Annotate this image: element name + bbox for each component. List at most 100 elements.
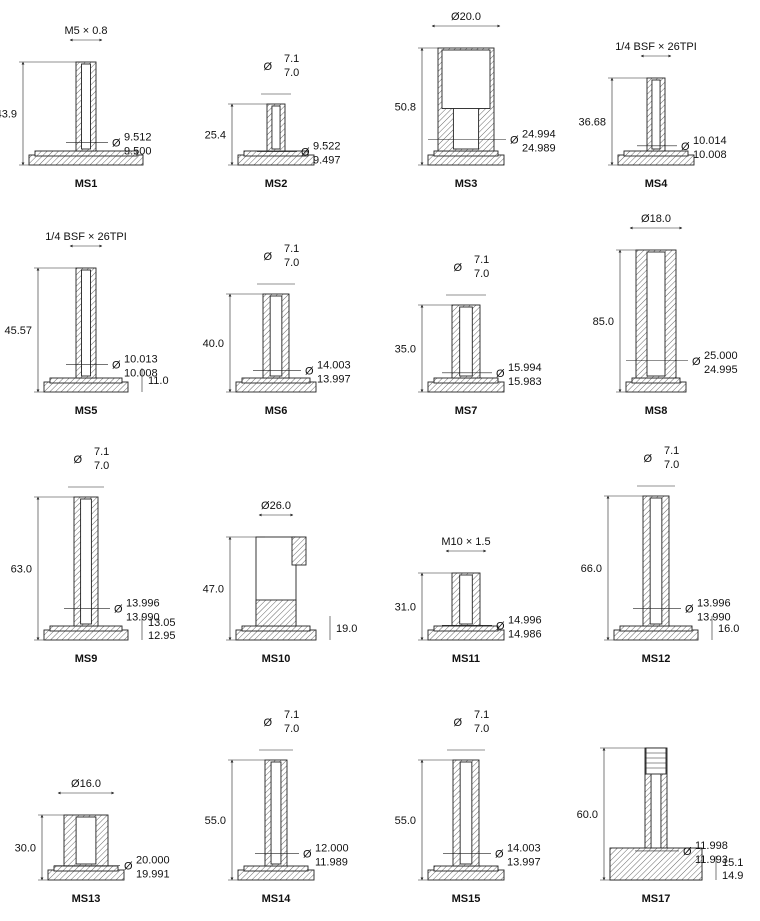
diameter-lower: 9.500 — [124, 145, 152, 157]
diameter-symbol: Ø — [112, 360, 121, 372]
diameter-upper: 10.013 — [124, 354, 158, 366]
base-upper: 13.05 — [148, 617, 176, 629]
diameter-upper: 9.512 — [124, 131, 152, 143]
part-ms11: 31.0 M10 × 1.5 Ø 14.996 14.986 MS11 — [395, 536, 542, 665]
top-value-upper: 7.1 — [284, 53, 299, 65]
key-block — [291, 536, 307, 566]
part-label: MS2 — [265, 178, 288, 190]
diameter-symbol: Ø — [453, 717, 462, 729]
part-ms13: 30.0 Ø16.0 Ø 20.000 19.991 MS13 — [15, 778, 170, 905]
part-ms8: 85.0 Ø18.0 Ø 25.000 24.995 MS8 — [593, 213, 738, 417]
part-label: MS4 — [645, 178, 669, 190]
top-value-upper: 7.1 — [664, 445, 679, 457]
flange — [235, 629, 317, 641]
bore — [271, 105, 281, 150]
diameter-symbol: Ø — [73, 454, 82, 466]
top-value-upper: 7.1 — [94, 446, 109, 458]
flange-step — [631, 377, 681, 384]
flange-step — [433, 865, 499, 872]
top-value-lower: 7.0 — [284, 67, 299, 79]
part-label: MS6 — [265, 405, 288, 417]
diameter-symbol: Ø — [692, 356, 701, 368]
top-value-upper: 7.1 — [474, 709, 489, 721]
diameter-lower: 13.990 — [126, 612, 160, 624]
diameter-symbol: Ø — [303, 849, 312, 861]
diameter-symbol: Ø — [496, 620, 505, 632]
diameter-lower: 24.989 — [522, 142, 556, 154]
base-value: 19.0 — [336, 623, 357, 635]
diameter-symbol: Ø — [643, 453, 652, 465]
diameter-upper: 14.996 — [508, 614, 542, 626]
top-value-lower: 7.0 — [664, 459, 679, 471]
diameter-lower: 13.997 — [507, 857, 541, 869]
flange-step — [433, 625, 499, 632]
height-value: 43.9 — [0, 109, 17, 121]
bore — [269, 295, 283, 377]
top-value-lower: 7.0 — [474, 723, 489, 735]
height-value: 60.0 — [577, 809, 598, 821]
diameter-upper: 24.994 — [522, 128, 556, 140]
diameter-symbol: Ø — [305, 365, 314, 377]
part-label: MS5 — [75, 405, 98, 417]
flange-step — [241, 625, 311, 632]
diameter-symbol: Ø — [453, 262, 462, 274]
diameter-upper: 25.000 — [704, 350, 738, 362]
top-value-upper: 7.1 — [474, 254, 489, 266]
diameter-symbol: Ø — [263, 61, 272, 73]
flange — [237, 869, 315, 881]
part-label: MS8 — [645, 405, 668, 417]
diameter-symbol: Ø — [263, 717, 272, 729]
top-value: M10 × 1.5 — [441, 536, 490, 548]
diameter-symbol: Ø — [263, 251, 272, 263]
diameter-upper: 20.000 — [136, 855, 170, 867]
top-value-lower: 7.0 — [284, 257, 299, 269]
diameter-lower: 13.990 — [697, 611, 731, 623]
flange — [427, 629, 505, 641]
base-value: 16.0 — [718, 623, 739, 635]
part-ms4: 36.68 1/4 BSF × 26TPI Ø 10.014 10.008 MS4 — [578, 41, 726, 190]
top-value-upper: 7.1 — [284, 243, 299, 255]
bore — [459, 306, 473, 377]
height-value: 55.0 — [205, 815, 226, 827]
diameter-lower: 24.995 — [704, 364, 738, 376]
part-label: MS14 — [262, 893, 292, 905]
hub — [255, 599, 297, 627]
diameter-symbol: Ø — [683, 846, 692, 858]
diameter-upper: 12.000 — [315, 843, 349, 855]
height-value: 25.4 — [205, 130, 226, 142]
diameter-symbol: Ø — [124, 861, 133, 873]
flange — [427, 869, 505, 881]
flange — [625, 381, 687, 393]
base-value: 11.0 — [148, 375, 169, 387]
bore — [81, 269, 91, 377]
part-label: MS10 — [262, 653, 291, 665]
diameter-upper: 9.522 — [313, 141, 341, 153]
flange-step — [623, 150, 689, 157]
top-value: Ø16.0 — [71, 778, 101, 790]
top-value: M5 × 0.8 — [64, 25, 107, 37]
diameter-upper: 13.996 — [697, 597, 731, 609]
flange-step — [53, 865, 119, 872]
diameter-upper: 14.003 — [317, 359, 351, 371]
diameter-symbol: Ø — [510, 134, 519, 146]
top-value: Ø18.0 — [641, 213, 671, 225]
part-label: MS13 — [72, 893, 101, 905]
flange — [47, 869, 125, 881]
diameter-upper: 15.994 — [508, 362, 542, 374]
diameter-upper: 11.998 — [695, 840, 728, 852]
flange-step — [241, 377, 311, 384]
top-value: 1/4 BSF × 26TPI — [45, 231, 127, 243]
cup-cavity — [441, 49, 491, 109]
part-label: MS7 — [455, 405, 478, 417]
part-label: MS1 — [75, 178, 98, 190]
bore — [651, 79, 661, 150]
part-ms10: 47.0 Ø26.0 19.0 MS10 — [203, 500, 358, 665]
